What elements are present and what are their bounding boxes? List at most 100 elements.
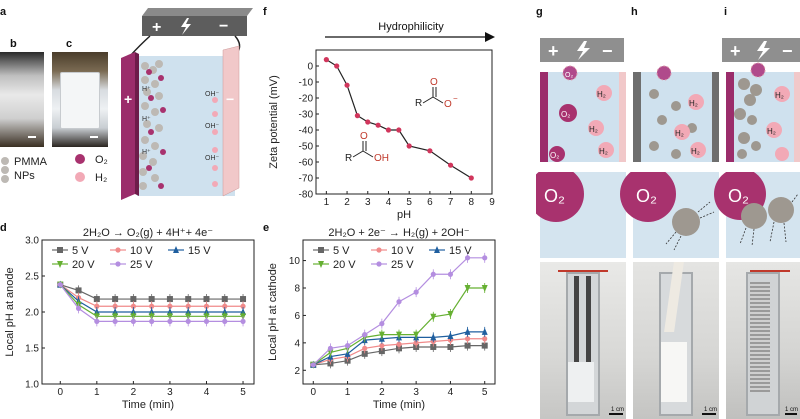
- series-line: [326, 59, 472, 179]
- data-point: [362, 332, 368, 338]
- x-tick-label: 2: [131, 387, 137, 398]
- photo-i: 1 cm: [726, 262, 800, 419]
- data-point: [240, 318, 246, 324]
- y-axis-label: Local pH at cathode: [267, 263, 279, 361]
- data-point: [379, 343, 385, 349]
- data-point: [354, 113, 361, 119]
- data-point: [327, 345, 334, 351]
- svg-text:−: −: [453, 94, 458, 103]
- data-point: [185, 303, 191, 309]
- scalebar-h: 1 cm: [703, 407, 717, 413]
- y-tick-label: -40: [299, 126, 314, 137]
- data-point: [112, 296, 119, 303]
- data-point: [57, 282, 63, 288]
- panel-label-e: e: [263, 222, 270, 234]
- data-point: [365, 119, 371, 125]
- pmma-np-icon: [1, 166, 9, 174]
- chart-f: 1 2 3 4 5 6 7 8 9 0 -10 -20 -30 -40 -50 -60 -70 -80 pH Zeta…: [268, 49, 495, 221]
- data-point: [464, 342, 471, 349]
- cathode-minus: −: [226, 91, 234, 107]
- o2-label: O₂: [565, 72, 573, 79]
- data-point: [396, 331, 402, 339]
- data-point: [379, 321, 385, 327]
- h2-label: H₂: [689, 99, 698, 108]
- scalebar-b: [28, 136, 36, 138]
- y-tick-label: 4: [294, 338, 300, 349]
- y-tick-label: 6: [294, 311, 300, 322]
- legend-label: 20 V: [72, 259, 95, 271]
- data-point: [75, 287, 82, 294]
- data-point: [427, 148, 433, 154]
- cell-h: [633, 72, 719, 162]
- data-point: [334, 63, 340, 69]
- legend-label: 25 V: [130, 259, 153, 271]
- h2-label: H₂: [589, 125, 598, 134]
- data-point: [362, 345, 368, 351]
- oh-minus-label: OH⁻: [205, 91, 220, 98]
- data-point: [344, 343, 351, 349]
- data-point: [447, 332, 454, 339]
- legend-a: PMMA NPs O₂ H₂: [1, 154, 108, 184]
- legend-label: 5 V: [333, 245, 350, 257]
- chart-title: 2H₂O + 2e⁻ → H₂(g) + 2OH⁻: [328, 227, 469, 239]
- chart-title: 2H₂O → O₂(g) + 4H⁺+ 4e⁻: [83, 227, 213, 239]
- x-tick-label: 1: [324, 197, 330, 208]
- panel-label-d: d: [0, 222, 7, 234]
- oh-minus-label: OH⁻: [205, 123, 220, 130]
- panel-f-overlay: Hydrophilicity R O O − R O OH: [325, 21, 495, 164]
- o2-bubble-icon: [75, 154, 85, 164]
- data-point: [75, 305, 82, 311]
- legend-label: 20 V: [333, 259, 356, 271]
- x-tick-label: 6: [427, 197, 433, 208]
- data-point: [464, 285, 471, 292]
- y-tick-label: 10: [289, 256, 301, 267]
- panel-label-a: a: [0, 6, 7, 18]
- x-tick-label: 4: [448, 387, 454, 398]
- x-tick-label: 5: [482, 387, 488, 398]
- data-point: [464, 255, 471, 261]
- legend-marker: [57, 247, 63, 253]
- power-supply-g: + −: [540, 38, 624, 62]
- x-tick-label: 5: [240, 387, 246, 398]
- data-point: [112, 318, 118, 324]
- panel-label-b: b: [10, 38, 17, 50]
- data-point: [413, 331, 420, 339]
- data-point: [185, 296, 192, 303]
- x-tick-label: 2: [379, 387, 385, 398]
- svg-text:+: +: [152, 19, 161, 36]
- legend-marker: [434, 246, 440, 253]
- data-point: [222, 318, 228, 324]
- data-point: [130, 296, 137, 303]
- data-point: [149, 303, 155, 309]
- h2-bubble-icon: [75, 172, 85, 182]
- legend-label: 5 V: [72, 245, 89, 257]
- legend-pmma: PMMA: [14, 156, 48, 168]
- pmma-np-icon: [1, 175, 9, 183]
- spark-icon: [656, 65, 672, 81]
- svg-text:OH: OH: [374, 153, 389, 164]
- legend-label: 10 V: [130, 245, 153, 257]
- y-tick-label: 1.0: [25, 380, 39, 391]
- h-plus-label: H⁺: [142, 149, 151, 156]
- photo-g: 1 cm: [540, 262, 626, 419]
- y-tick-label: -10: [299, 78, 314, 89]
- data-point: [385, 127, 392, 133]
- carboxylate-molecule-icon: [422, 87, 444, 104]
- scalebar-i: 1 cm: [784, 407, 798, 413]
- data-point: [221, 296, 228, 303]
- legend-label: 25 V: [391, 259, 414, 271]
- h2-bubbles: [212, 97, 218, 187]
- data-point: [430, 343, 437, 350]
- data-point: [447, 343, 454, 350]
- h2-label: H₂: [675, 129, 684, 138]
- data-point: [361, 350, 368, 357]
- data-point: [430, 271, 436, 277]
- h-plus-label: H⁺: [142, 116, 151, 123]
- data-point: [203, 303, 210, 309]
- data-point: [130, 318, 136, 324]
- y-tick-label: -30: [299, 110, 314, 121]
- y-axis-label: Zeta potential (mV): [268, 75, 280, 169]
- x-tick-label: 1: [94, 387, 100, 398]
- x-tick-label: 0: [311, 387, 317, 398]
- panel-label-i: i: [724, 6, 728, 18]
